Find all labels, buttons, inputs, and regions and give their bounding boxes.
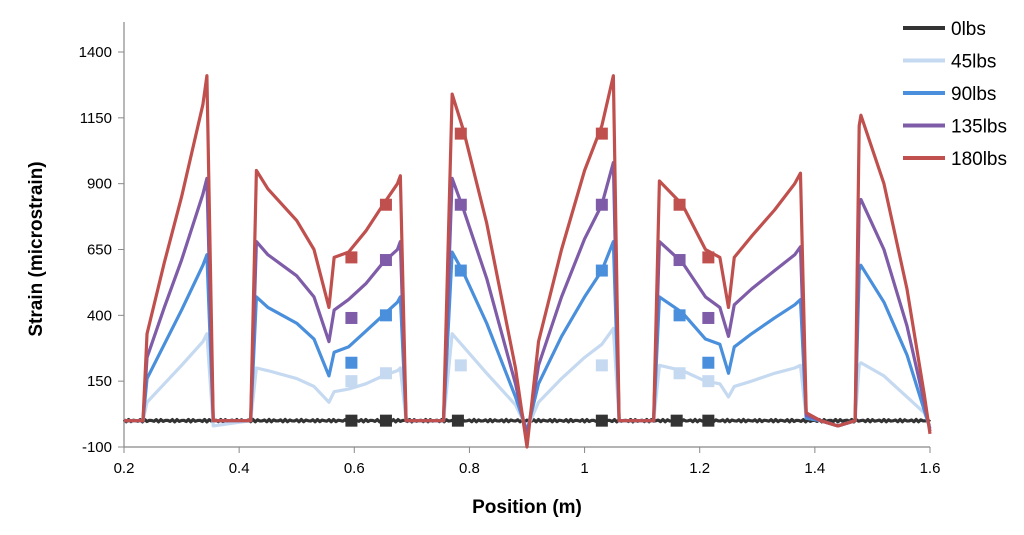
data-marker-90lbs bbox=[673, 309, 686, 322]
y-tick-label: 1400 bbox=[79, 44, 112, 61]
data-marker-45lbs bbox=[379, 367, 392, 380]
data-marker-135lbs bbox=[379, 254, 392, 267]
data-marker-90lbs bbox=[345, 356, 358, 369]
y-tick-label: 1150 bbox=[80, 110, 112, 127]
data-marker-0lbs bbox=[702, 414, 715, 427]
x-tick-label: 1.6 bbox=[920, 460, 941, 477]
data-marker-45lbs bbox=[454, 359, 467, 372]
series-group bbox=[122, 74, 932, 449]
legend-label: 135lbs bbox=[951, 117, 1007, 138]
legend-label: 0lbs bbox=[951, 19, 986, 40]
x-axis-label: Position (m) bbox=[472, 497, 582, 518]
data-marker-135lbs bbox=[702, 311, 715, 324]
data-marker-135lbs bbox=[673, 254, 686, 267]
legend-label: 90lbs bbox=[951, 84, 996, 105]
data-marker-180lbs bbox=[345, 251, 358, 264]
legend-label: 45lbs bbox=[951, 52, 996, 73]
data-marker-45lbs bbox=[595, 359, 608, 372]
series-line-180lbs bbox=[124, 74, 932, 449]
data-marker-135lbs bbox=[345, 311, 358, 324]
y-tick-label: -100 bbox=[82, 439, 112, 456]
x-tick-label: 1 bbox=[580, 460, 588, 477]
y-tick-label: 150 bbox=[87, 373, 112, 390]
data-marker-0lbs bbox=[670, 414, 683, 427]
data-marker-0lbs bbox=[345, 414, 358, 427]
data-marker-45lbs bbox=[673, 367, 686, 380]
data-marker-90lbs bbox=[595, 264, 608, 277]
y-tick-label: 650 bbox=[87, 242, 112, 259]
data-marker-0lbs bbox=[595, 414, 608, 427]
data-marker-0lbs bbox=[379, 414, 392, 427]
series-line-135lbs bbox=[124, 161, 932, 439]
x-tick-label: 0.8 bbox=[459, 460, 480, 477]
x-tick-label: 1.4 bbox=[804, 460, 825, 477]
data-marker-180lbs bbox=[454, 127, 467, 140]
data-marker-0lbs bbox=[451, 414, 464, 427]
data-marker-135lbs bbox=[595, 198, 608, 211]
axes: -100 150 400 650 900 1150 1400 0.2 0.4 0.6 0.8 1 1.2… bbox=[79, 22, 941, 477]
x-tick-label: 1.2 bbox=[689, 460, 710, 477]
data-marker-180lbs bbox=[673, 198, 686, 211]
data-marker-45lbs bbox=[345, 375, 358, 388]
data-marker-180lbs bbox=[595, 127, 608, 140]
x-tick-label: 0.4 bbox=[229, 460, 250, 477]
legend: 0lbs 45lbs 90lbs 135lbs 180lbs bbox=[903, 19, 1007, 170]
data-marker-180lbs bbox=[379, 198, 392, 211]
data-marker-45lbs bbox=[702, 375, 715, 388]
y-axis-label: Strain (microstrain) bbox=[26, 161, 47, 336]
data-marker-135lbs bbox=[454, 198, 467, 211]
data-marker-90lbs bbox=[454, 264, 467, 277]
y-tick-label: 400 bbox=[87, 307, 112, 324]
x-tick-label: 0.2 bbox=[114, 460, 135, 477]
data-marker-180lbs bbox=[702, 251, 715, 264]
series-line-0lbs bbox=[122, 417, 932, 424]
y-tick-label: 900 bbox=[87, 176, 112, 193]
series-line-90lbs bbox=[124, 240, 932, 433]
data-marker-90lbs bbox=[702, 356, 715, 369]
legend-label: 180lbs bbox=[951, 149, 1007, 170]
data-marker-90lbs bbox=[379, 309, 392, 322]
x-tick-label: 0.6 bbox=[344, 460, 365, 477]
